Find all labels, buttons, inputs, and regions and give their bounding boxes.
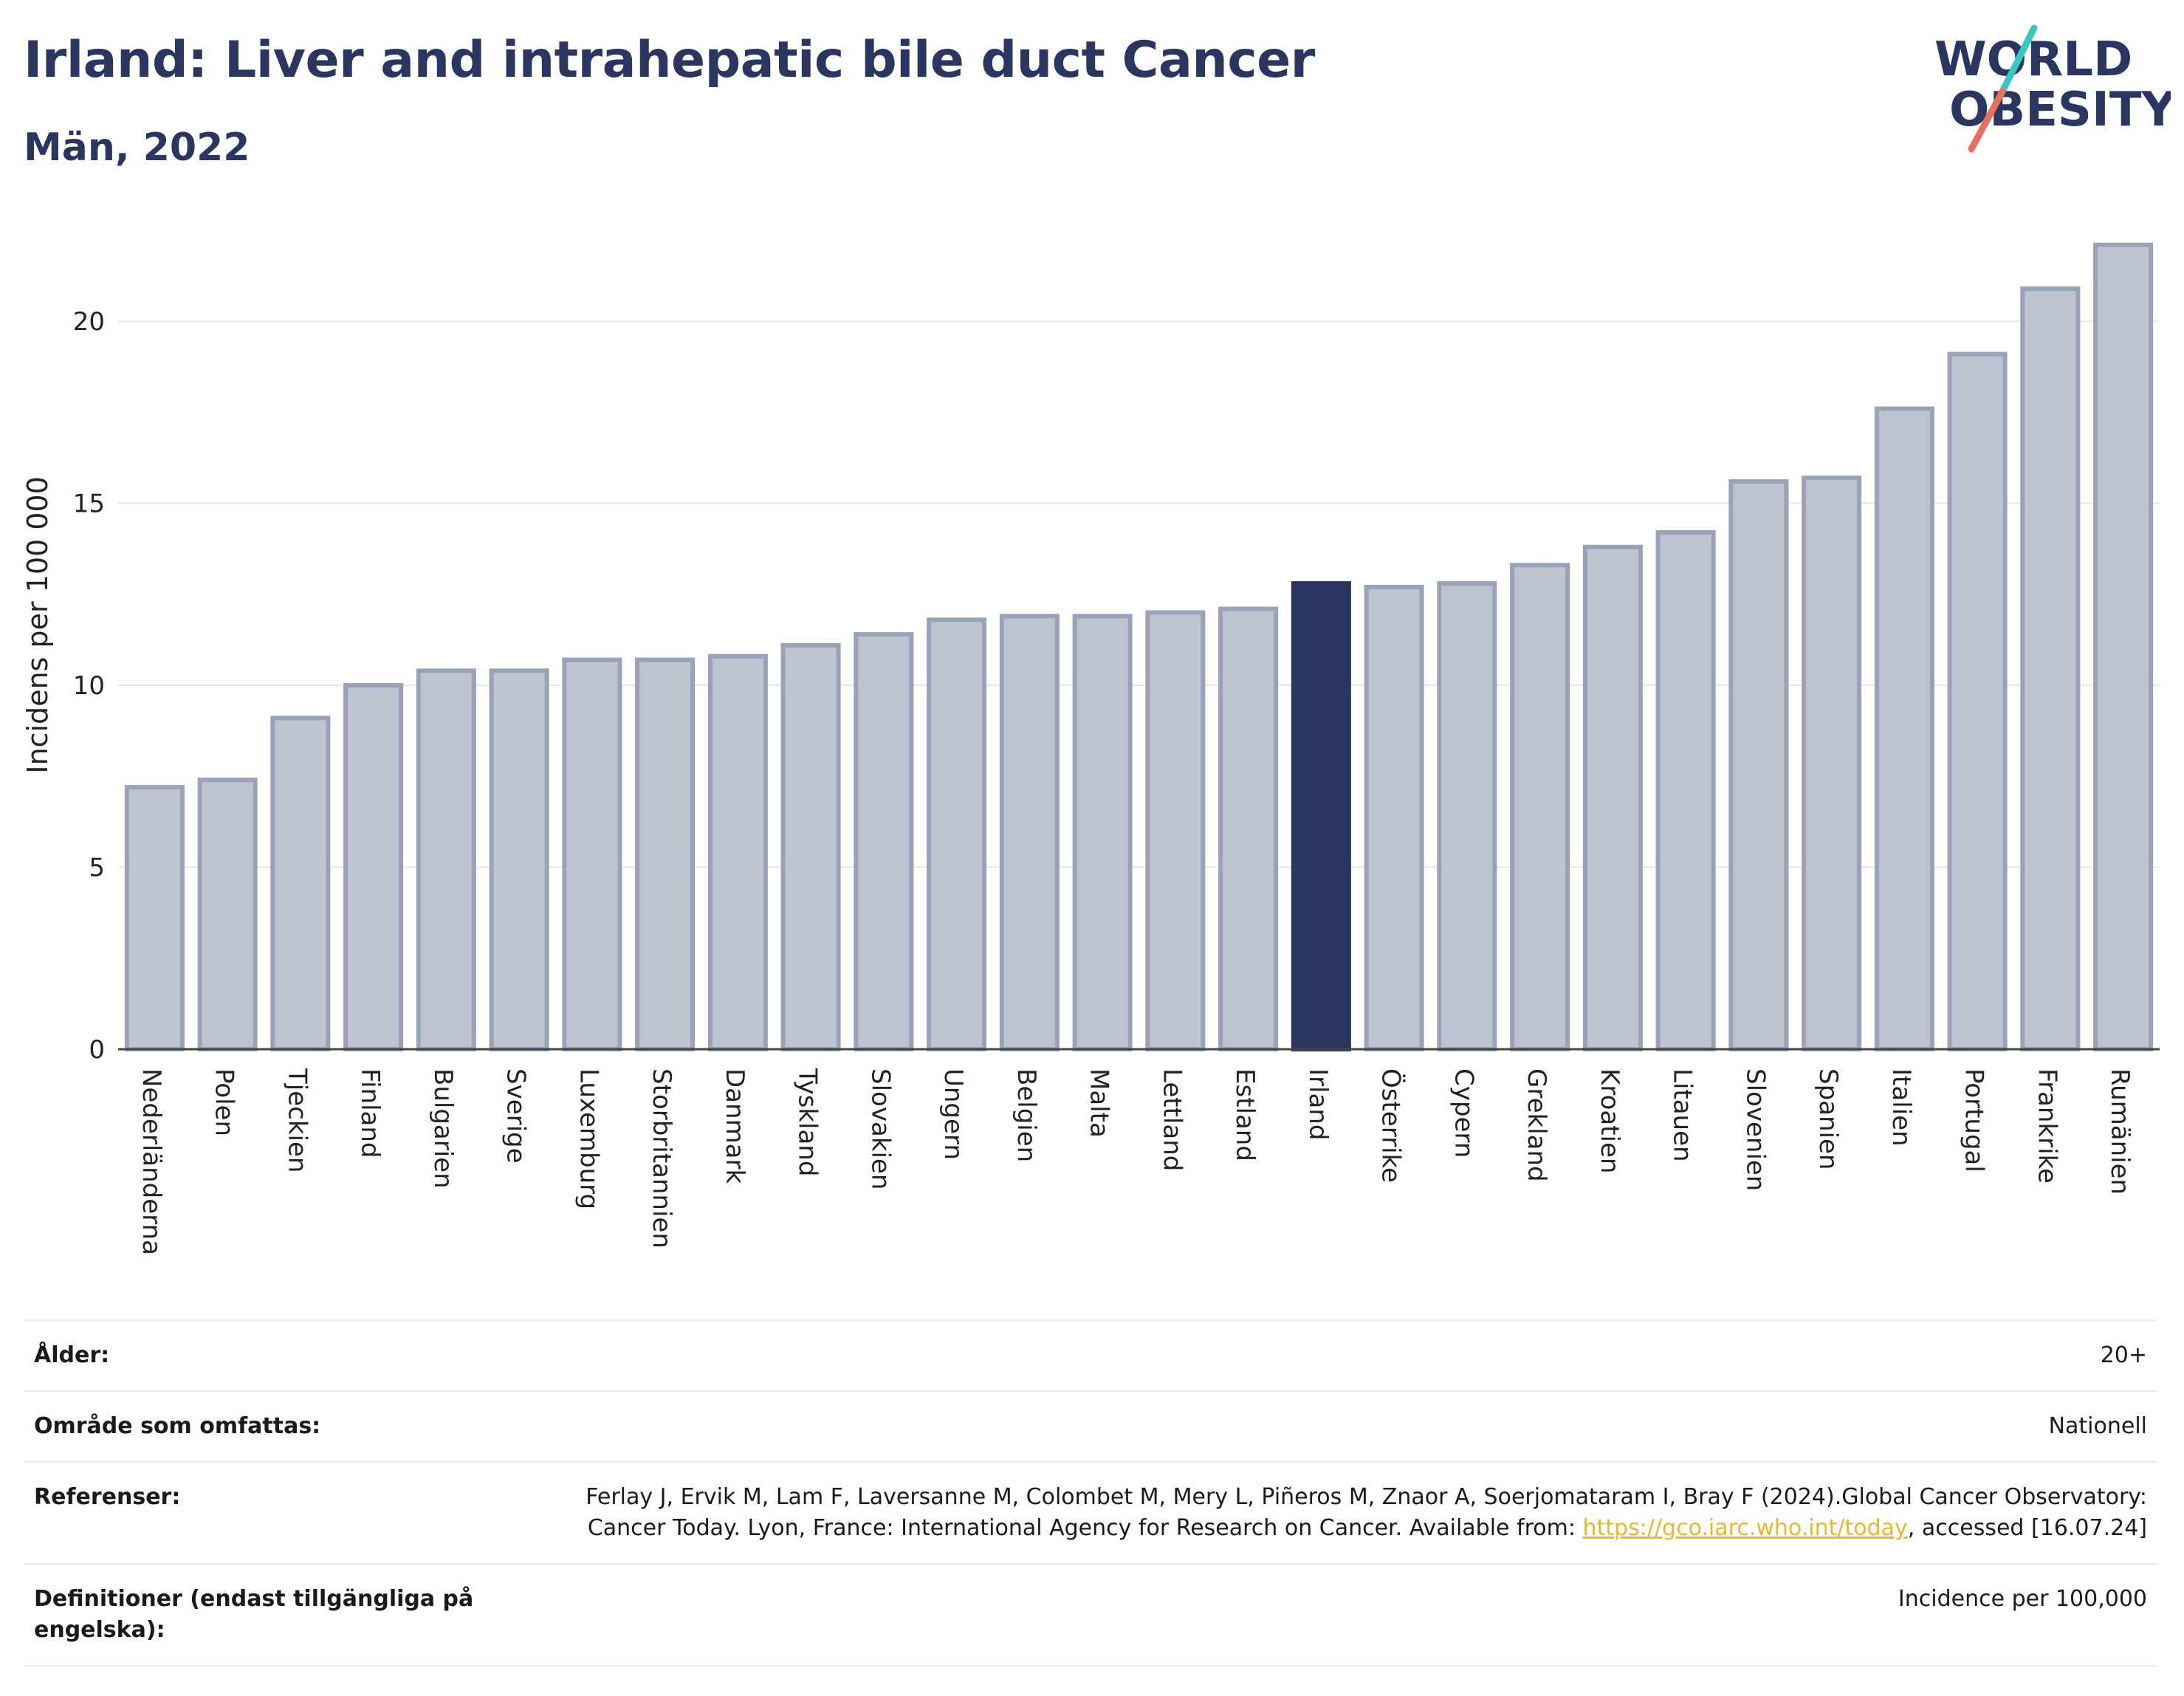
info-label: Område som omfattas: xyxy=(34,1413,321,1439)
x-tick-label: Cypern xyxy=(1449,1068,1478,1158)
y-tick-label: 20 xyxy=(73,307,105,337)
x-tick-label: Polen xyxy=(210,1068,239,1136)
world-obesity-logo: WORLD OBESITY xyxy=(1934,24,2171,153)
bar-tjeckien xyxy=(270,715,331,1052)
x-tick-label: Sverige xyxy=(501,1068,531,1164)
bar-finland xyxy=(343,683,404,1051)
bar-lettland xyxy=(1145,610,1206,1051)
info-value: 20+ xyxy=(2100,1342,2147,1368)
logo-slash-coral xyxy=(1968,88,2006,153)
info-table: Ålder: 20+ Område som omfattas: Nationel… xyxy=(24,1319,2157,1666)
x-tick-label: Slovakien xyxy=(865,1068,895,1189)
bar-danmark xyxy=(707,653,768,1051)
y-tick-label: 10 xyxy=(73,671,105,701)
x-tick-label: Malta xyxy=(1085,1068,1114,1138)
reference-accessed: , accessed [16.07.24] xyxy=(1907,1515,2147,1541)
x-axis-ticks: Nederländerna Polen Tjeckien Finland Bulgari… xyxy=(137,1068,2135,1255)
bar-estland xyxy=(1218,606,1279,1051)
info-value: Nationell xyxy=(2048,1413,2147,1439)
y-axis-title: Incidens per 100 000 xyxy=(21,476,54,774)
info-label: Referenser: xyxy=(34,1484,181,1510)
info-value: Incidence per 100,000 xyxy=(1898,1586,2147,1612)
bar-tyskland xyxy=(780,642,841,1051)
bar-nederländerna xyxy=(124,785,185,1051)
x-tick-label: Estland xyxy=(1230,1068,1260,1161)
bar-bulgarien xyxy=(416,668,476,1051)
bar-malta xyxy=(1072,614,1133,1051)
bar-chart: 0 5 10 15 20 Nederländerna Polen Tjeckien Finla… xyxy=(21,242,2160,1255)
bar-belgien xyxy=(999,614,1060,1051)
bar-portugal xyxy=(1947,351,2008,1051)
bar-polen xyxy=(197,777,258,1051)
info-row-references: Referenser: Ferlay J, Ervik M, Lam F, La… xyxy=(24,1461,2157,1563)
y-axis-ticks: 0 5 10 15 20 xyxy=(73,307,105,1065)
x-tick-label: Grekland xyxy=(1522,1068,1551,1182)
y-tick-label: 0 xyxy=(89,1035,105,1065)
x-tick-label: Nederländerna xyxy=(137,1068,166,1255)
bar-irland xyxy=(1291,581,1351,1051)
bar-litauen xyxy=(1655,530,1716,1051)
x-tick-label: Tjeckien xyxy=(282,1068,312,1173)
x-tick-label: Bulgarien xyxy=(428,1068,458,1189)
bar-slovakien xyxy=(854,632,914,1051)
info-row-definitions: Definitioner (endast tillgängliga på eng… xyxy=(24,1563,2157,1666)
bars xyxy=(124,242,2154,1052)
logo-line1: WORLD xyxy=(1934,32,2132,87)
info-row-coverage: Område som omfattas: Nationell xyxy=(24,1390,2157,1461)
y-tick-label: 5 xyxy=(89,854,105,883)
info-row-age: Ålder: 20+ xyxy=(24,1319,2157,1390)
bar-sverige xyxy=(489,668,549,1051)
bar-frankrike xyxy=(2020,286,2081,1052)
bar-kroatien xyxy=(1582,544,1643,1051)
y-tick-label: 15 xyxy=(73,490,105,519)
bar-grekland xyxy=(1510,563,1570,1051)
bar-ungern xyxy=(927,617,987,1051)
bar-italien xyxy=(1874,406,1934,1051)
chart-title: Irland: Liver and intrahepatic bile duct… xyxy=(24,31,1315,89)
x-tick-label: Litauen xyxy=(1668,1068,1697,1162)
x-tick-label: Rumänien xyxy=(2105,1068,2135,1195)
info-label: Definitioner (endast tillgängliga på eng… xyxy=(34,1586,474,1643)
x-tick-label: Spanien xyxy=(1813,1068,1843,1170)
x-tick-label: Slovenien xyxy=(1740,1068,1770,1191)
x-tick-label: Ungern xyxy=(938,1068,968,1160)
x-tick-label: Finland xyxy=(355,1068,385,1158)
bar-slovenien xyxy=(1728,479,1789,1051)
bar-rumänien xyxy=(2093,242,2154,1051)
logo-slash-teal xyxy=(1999,24,2038,95)
bar-storbritannien xyxy=(635,657,696,1051)
x-tick-label: Österrike xyxy=(1376,1068,1407,1183)
x-tick-label: Danmark xyxy=(720,1068,749,1184)
x-tick-label: Belgien xyxy=(1012,1068,1041,1162)
info-value: Ferlay J, Ervik M, Lam F, Laversanne M, … xyxy=(523,1482,2147,1544)
x-tick-label: Luxemburg xyxy=(574,1068,603,1209)
chart-subtitle: Män, 2022 xyxy=(24,126,250,170)
x-tick-label: Frankrike xyxy=(2032,1068,2061,1184)
x-tick-label: Tyskland xyxy=(793,1068,823,1176)
bar-cypern xyxy=(1437,581,1497,1051)
reference-text: Ferlay J, Ervik M, Lam F, Laversanne M, … xyxy=(586,1484,2147,1541)
bar-spanien xyxy=(1802,476,1862,1051)
info-label: Ålder: xyxy=(34,1342,110,1368)
x-tick-label: Lettland xyxy=(1157,1068,1187,1171)
bar-luxemburg xyxy=(562,657,622,1051)
reference-link[interactable]: https://gco.iarc.who.int/today xyxy=(1582,1515,1908,1541)
x-tick-label: Storbritannien xyxy=(647,1068,676,1249)
bar-österrike xyxy=(1364,585,1424,1051)
x-tick-label: Irland xyxy=(1303,1068,1333,1140)
x-tick-label: Italien xyxy=(1886,1068,1916,1147)
x-tick-label: Kroatien xyxy=(1595,1068,1624,1173)
x-tick-label: Portugal xyxy=(1960,1068,1989,1173)
